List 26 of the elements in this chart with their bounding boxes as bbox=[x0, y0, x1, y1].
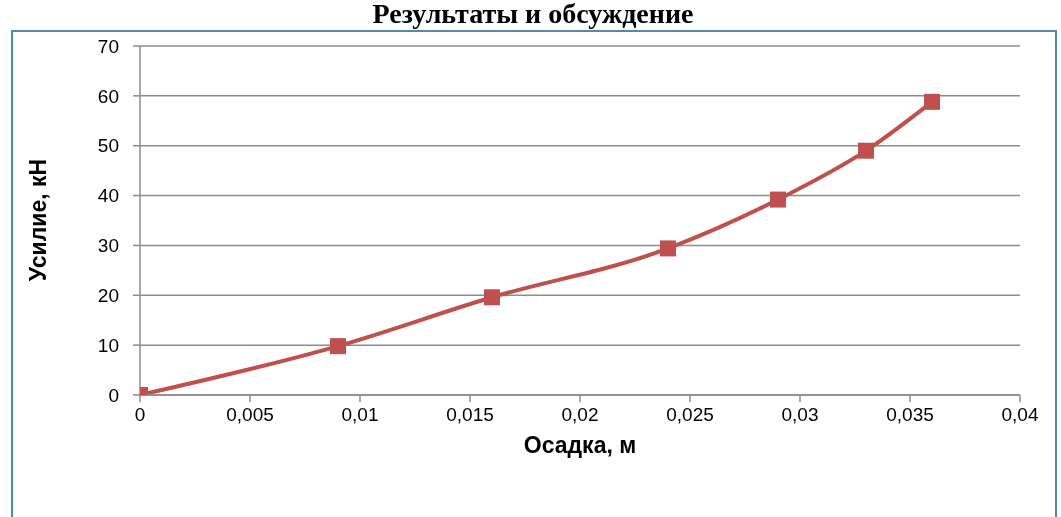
x-tick-label: 0,01 bbox=[341, 404, 379, 426]
y-tick-label: 40 bbox=[97, 185, 119, 207]
y-tick-label: 60 bbox=[97, 85, 119, 107]
x-tick-label: 0,04 bbox=[1001, 404, 1039, 426]
chart-title: Результаты и обсуждение bbox=[371, 0, 695, 29]
y-tick-label: 30 bbox=[97, 235, 119, 257]
point bbox=[484, 289, 500, 306]
y-tick-label: 70 bbox=[97, 35, 119, 57]
point bbox=[660, 240, 676, 257]
y-tick-label: 50 bbox=[97, 135, 119, 157]
x-tick-label: 0,005 bbox=[226, 404, 274, 426]
x-tick-label: 0,015 bbox=[446, 404, 494, 426]
y-tick-label: 20 bbox=[97, 285, 119, 307]
point bbox=[330, 338, 346, 355]
x-axis-title: Осадка, м bbox=[522, 431, 638, 460]
y-axis-title: Усилие, кН bbox=[24, 157, 52, 284]
y-tick-label: 10 bbox=[97, 334, 119, 356]
point bbox=[924, 93, 940, 110]
x-tick-label: 0,02 bbox=[561, 404, 599, 426]
x-tick-label: 0,03 bbox=[781, 404, 819, 426]
point bbox=[770, 191, 786, 208]
point bbox=[858, 142, 874, 159]
x-tick-label: 0,035 bbox=[886, 404, 934, 426]
x-tick-label: 0 bbox=[134, 404, 146, 426]
x-tick-label: 0,025 bbox=[666, 404, 714, 426]
y-tick-label: 0 bbox=[108, 384, 119, 406]
